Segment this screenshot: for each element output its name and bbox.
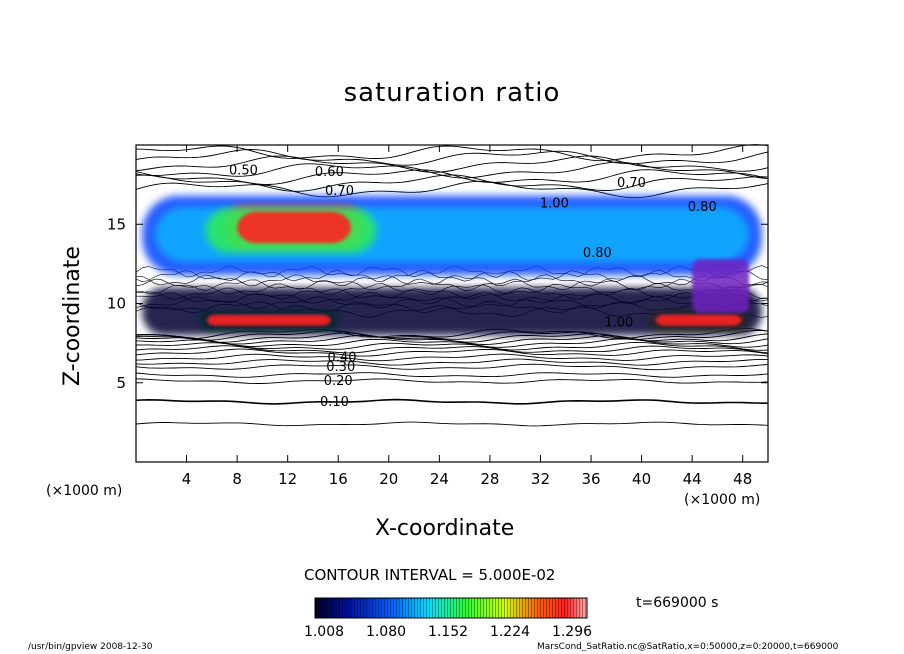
contour-line [135,338,769,348]
contour-label: 0.80 [688,200,717,215]
colorbar-frame [314,597,588,619]
contour-line [135,161,769,179]
contour-line [135,149,769,166]
x-tick-label: 44 [683,470,702,488]
contour-line [135,358,768,366]
footer-right-text: MarsCond_SatRatio.nc@SatRatio,x=0:50000,… [537,642,839,652]
y-axis-label: Z-coordinate [60,246,85,386]
contour-label: 0.40 [328,350,357,365]
x-tick-label: 24 [430,470,449,488]
x-axis: 4 8 12 16 20 24 28 32 36 40 44 48 [182,145,752,488]
contour-line [135,353,769,362]
chart-title: saturation ratio [343,78,561,108]
saturation-core [237,211,351,244]
contour-label: 0.80 [583,246,612,261]
colorbar-label: 1.296 [552,624,592,640]
x-tick-label: 16 [329,470,348,488]
contour-line [135,372,769,378]
contour-label: 0.20 [324,374,353,389]
contour-line [135,274,769,287]
contour-label: 1.00 [540,197,569,212]
contour-label: 0.30 [326,360,355,375]
y-tick-label: 10 [107,295,126,313]
saturation-core [206,314,331,326]
x-tick-label: 36 [581,470,600,488]
x-axis-label: X-coordinate [375,516,515,541]
x-tick-label: 8 [232,470,242,488]
x-tick-label: 48 [733,470,752,488]
saturation-region [692,259,750,314]
x-tick-label: 28 [480,470,499,488]
contour-line [135,144,769,162]
contour-line [135,341,769,351]
contour-line [135,155,769,173]
x-tick-label: 12 [278,470,297,488]
footer-left-text: /usr/bin/gpview 2008-12-30 [28,642,153,652]
contour-line [135,348,769,357]
saturation-core [655,314,742,326]
colorbar-label: 1.224 [490,624,530,640]
colorbar-label: 1.008 [304,624,344,640]
contour-label: 0.70 [325,184,354,199]
saturation-region [142,287,762,336]
contour-line [135,332,769,343]
color-regions [142,195,762,336]
contour-interval-text: CONTOUR INTERVAL = 5.000E-02 [304,566,556,584]
contour-line [135,363,769,371]
contour-line [135,378,769,384]
colorbar: 1.008 1.080 1.152 1.224 1.296 [304,597,592,640]
colorbar-labels: 1.008 1.080 1.152 1.224 1.296 [304,624,592,640]
contour-label: 1.00 [604,316,633,331]
contour-line [135,169,769,185]
contour-label: 0.60 [315,165,344,180]
contour-label: 0.10 [320,395,349,410]
z-unit-label: (×1000 m) [46,483,123,499]
contour-line [135,398,768,405]
colorbar-level-lines [315,598,587,618]
contour-line [135,330,769,341]
contour-label: 0.70 [617,176,646,191]
x-tick-label: 40 [632,470,651,488]
contour-labels: 0.50 0.60 0.70 0.70 0.80 1.00 0.80 1.00 0.10 0.20… [229,163,717,409]
contour-line [135,345,769,354]
contour-label: 0.50 [229,163,258,178]
x-tick-label: 32 [531,470,550,488]
x-tick-label: 20 [379,470,398,488]
y-tick-label: 15 [107,215,126,233]
x-unit-label: (×1000 m) [684,492,761,508]
contour-line [135,180,769,199]
contour-line [135,278,769,292]
colorbar-label: 1.152 [428,624,468,640]
y-axis: 5 10 15 [107,215,768,392]
time-label: t=669000 s [636,595,719,611]
colorbar-label: 1.080 [366,624,406,640]
y-tick-label: 5 [116,374,126,392]
x-tick-label: 4 [182,470,192,488]
contour-line [135,421,769,427]
plot-area: 0.50 0.60 0.70 0.70 0.80 1.00 0.80 1.00 0.10 0.20… [135,144,769,463]
